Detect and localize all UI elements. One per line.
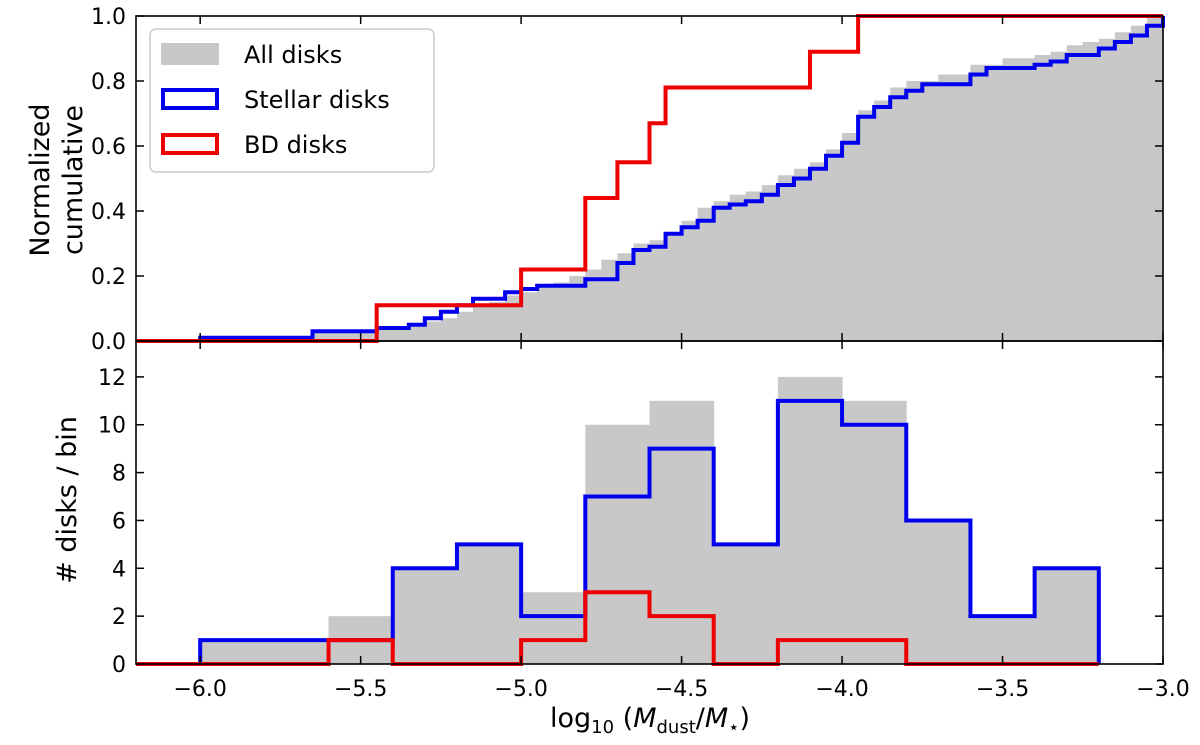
bottom-ylabel: # disks / bin xyxy=(52,416,83,584)
top-ticks-layer: 0.0 0.2 0.4 0.6 0.8 1.0 xyxy=(91,5,1164,355)
bottom-xtick-label-4: −4.0 xyxy=(815,677,868,702)
bottom-xtick-label-1: −5.5 xyxy=(334,677,387,702)
bottom-ytick-label-3: 6 xyxy=(112,509,126,534)
legend-swatch-all-disks xyxy=(161,43,219,65)
xlabel-m2: M xyxy=(705,703,728,734)
bottom-panel: 0 2 4 6 8 10 12 −6.0 −5.5 −5.0 −4.5 −4.0 −3.5 −3.0 # … xyxy=(52,340,1190,702)
bottom-axes-frame xyxy=(135,340,1164,665)
bottom-ytick-label-4: 8 xyxy=(112,462,126,487)
bottom-ytick-label-2: 4 xyxy=(112,557,126,582)
bottom-bar-all-disks-10 xyxy=(842,400,907,664)
xlabel-slash: / xyxy=(696,703,706,734)
bottom-ytick-label-1: 2 xyxy=(112,605,126,630)
top-ylabel: Normalizedcumulative xyxy=(25,103,89,256)
bottom-bar-all-disks-8 xyxy=(713,544,779,664)
bottom-bar-all-disks-3 xyxy=(392,568,458,664)
xlabel-open: ( xyxy=(614,703,633,734)
legend-box xyxy=(149,28,435,173)
top-ylabel-line-0: Normalized xyxy=(25,103,56,256)
top-panel: 0.0 0.2 0.4 0.6 0.8 1.0 All disks Stellar disk… xyxy=(25,5,1165,355)
top-series-bd-disks xyxy=(136,14,1163,343)
bottom-xtick-label-3: −4.5 xyxy=(655,677,708,702)
bottom-series-bd-disks xyxy=(136,590,1099,666)
bottom-bar-all-disks-4 xyxy=(456,544,522,664)
bottom-bar-all-disks-1 xyxy=(264,640,330,664)
top-ytick-label-4: 0.8 xyxy=(91,70,126,95)
xlabel-m1: M xyxy=(633,703,656,734)
legend-swatch-stellar-disks xyxy=(161,88,219,110)
legend-label-stellar-disks: Stellar disks xyxy=(244,86,390,114)
top-ytick-label-5: 1.0 xyxy=(91,5,126,30)
legend-label-bd-disks: BD disks xyxy=(244,131,347,159)
bottom-ytick-label-0: 0 xyxy=(112,653,126,678)
bottom-bar-all-disks-9 xyxy=(777,376,843,664)
bottom-bar-all-disks-5 xyxy=(521,592,586,664)
bottom-ytick-label-6: 12 xyxy=(98,366,126,391)
bottom-bar-all-disks-13 xyxy=(1034,568,1100,664)
bottom-series-layer xyxy=(136,376,1101,666)
bottom-xtick-label-5: −3.5 xyxy=(976,677,1029,702)
bottom-bar-all-disks-0 xyxy=(200,640,265,664)
top-ylabel-line-1: cumulative xyxy=(58,105,89,255)
xlabel-sub-star: ⋆ xyxy=(728,717,739,738)
top-ytick-label-3: 0.6 xyxy=(91,135,126,160)
bottom-xtick-label-6: −3.0 xyxy=(1136,677,1189,702)
bottom-ticks-layer: 0 2 4 6 8 10 12 −6.0 −5.5 −5.0 −4.5 −4.0 −3.5 −3.0 xyxy=(98,341,1190,702)
xlabel-prefix: log xyxy=(550,703,591,734)
bottom-xtick-label-0: −6.0 xyxy=(173,677,226,702)
x-axis-title: log10 (Mdust/M⋆) xyxy=(550,703,750,738)
top-ytick-label-0: 0.0 xyxy=(91,330,126,355)
bottom-ytick-label-5: 10 xyxy=(98,414,126,439)
legend-label-all-disks: All disks xyxy=(244,41,342,69)
legend-swatch-bd-disks xyxy=(161,133,219,155)
bottom-xtick-label-2: −5.0 xyxy=(494,677,547,702)
legend: All disks Stellar disks BD disks xyxy=(149,28,435,173)
bottom-bar-all-disks-6 xyxy=(585,424,650,664)
top-series-layer xyxy=(136,14,1165,343)
top-ytick-label-2: 0.4 xyxy=(91,200,126,225)
xlabel-close: ) xyxy=(739,703,750,734)
top-ytick-label-1: 0.2 xyxy=(91,265,126,290)
xlabel-sub-dust: dust xyxy=(656,717,695,738)
xlabel-sub10: 10 xyxy=(591,717,614,738)
bottom-bar-all-disks-7 xyxy=(649,400,715,664)
bottom-bar-all-disks-11 xyxy=(906,520,971,664)
